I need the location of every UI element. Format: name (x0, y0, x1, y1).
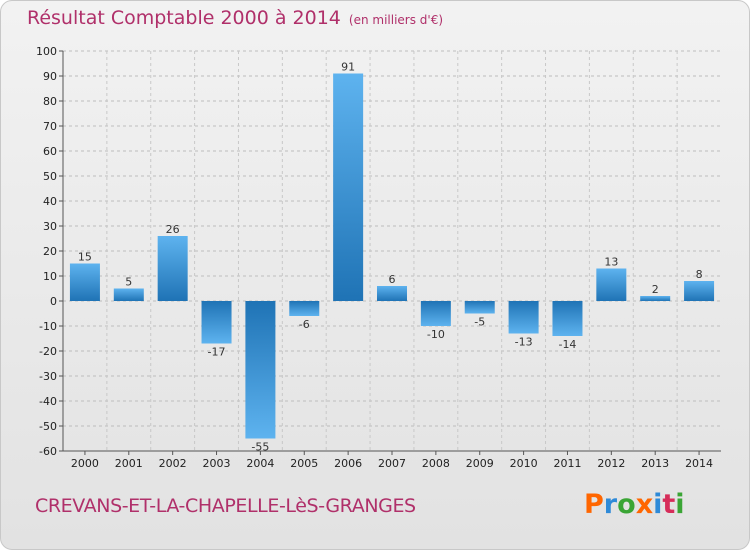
logo-letter: P (584, 489, 604, 520)
bar-2005 (289, 301, 320, 316)
x-tick-label: 2004 (246, 457, 274, 470)
y-tick-label: -30 (39, 370, 57, 383)
x-tick-label: 2009 (466, 457, 494, 470)
x-tick-label: 2000 (71, 457, 99, 470)
x-tick-label: 2006 (334, 457, 362, 470)
y-tick-label: 60 (43, 145, 57, 158)
x-tick-label: 2014 (685, 457, 713, 470)
value-label-2011: -14 (558, 338, 576, 351)
bar-2013 (640, 296, 671, 301)
logo-letter: o (617, 489, 636, 520)
x-tick-label: 2005 (290, 457, 318, 470)
logo-letter: x (635, 489, 654, 520)
value-label-2003: -17 (208, 346, 226, 359)
y-tick-label: 20 (43, 245, 57, 258)
bars (69, 73, 715, 439)
y-tick-label: 30 (43, 220, 57, 233)
bar-2011 (552, 301, 583, 336)
x-tick-label: 2011 (553, 457, 581, 470)
value-label-2008: -10 (427, 328, 445, 341)
y-tick-label: 80 (43, 95, 57, 108)
y-tick-label: 100 (36, 45, 57, 58)
x-tick-label: 2012 (597, 457, 625, 470)
y-tick-label: 50 (43, 170, 57, 183)
logo-letter: i (653, 489, 663, 520)
value-label-2001: 5 (125, 276, 132, 289)
value-label-2013: 2 (652, 283, 659, 296)
value-label-2014: 8 (696, 268, 703, 281)
bar-2009 (464, 301, 495, 314)
chart-subtitle: (en milliers d'€) (348, 13, 444, 27)
value-label-2002: 26 (166, 223, 180, 236)
proxiti-logo[interactable]: Proxiti (584, 489, 685, 520)
x-tick-label: 2008 (422, 457, 450, 470)
value-label-2009: -5 (474, 316, 485, 329)
bar-2010 (508, 301, 539, 334)
chart-title-text: Résultat Comptable 2000 à 2014 (27, 7, 341, 29)
bar-2014 (684, 281, 715, 301)
y-tick-label: -50 (39, 420, 57, 433)
axes: 1009080706050403020100-10-20-30-40-50-60… (36, 45, 721, 470)
bar-2001 (113, 288, 144, 301)
bar-2012 (596, 268, 627, 301)
value-label-2005: -6 (299, 318, 310, 331)
value-label-2006: 91 (341, 61, 355, 74)
bar-2006 (333, 73, 364, 301)
value-label-2000: 15 (78, 251, 92, 264)
bar-2007 (377, 286, 407, 301)
x-tick-label: 2010 (510, 457, 538, 470)
commune-name: CREVANS-ET-LA-CHAPELLE-LèS-GRANGES (35, 495, 416, 517)
x-tick-label: 2001 (115, 457, 143, 470)
bar-2002 (157, 236, 188, 301)
y-tick-label: 70 (43, 120, 57, 133)
chart-title: Résultat Comptable 2000 à 2014 (en millie… (27, 7, 443, 29)
y-tick-label: -40 (39, 395, 57, 408)
y-tick-label: -20 (39, 345, 57, 358)
x-tick-label: 2002 (159, 457, 187, 470)
value-label-2010: -13 (515, 336, 533, 349)
y-tick-label: -10 (39, 320, 57, 333)
logo-letter: i (675, 489, 685, 520)
x-tick-label: 2003 (203, 457, 231, 470)
x-tick-label: 2013 (641, 457, 669, 470)
logo-letter: r (603, 489, 618, 520)
bar-2000 (69, 263, 100, 301)
y-tick-label: 10 (43, 270, 57, 283)
value-label-2007: 6 (389, 273, 396, 286)
bar-2004 (245, 301, 276, 439)
value-label-2004: -55 (251, 441, 269, 454)
y-tick-label: 0 (50, 295, 57, 308)
bar-2008 (420, 301, 451, 326)
logo-letter: t (662, 489, 676, 520)
x-tick-label: 2007 (378, 457, 406, 470)
y-tick-label: -60 (39, 445, 57, 458)
value-labels: 15 5 26 -17 -55 -6 91 6 -10 -5 -13 -14 13 2 8 (78, 61, 703, 454)
bar-2003 (201, 301, 232, 344)
y-tick-label: 90 (43, 70, 57, 83)
y-tick-label: 40 (43, 195, 57, 208)
value-label-2012: 13 (604, 256, 618, 269)
